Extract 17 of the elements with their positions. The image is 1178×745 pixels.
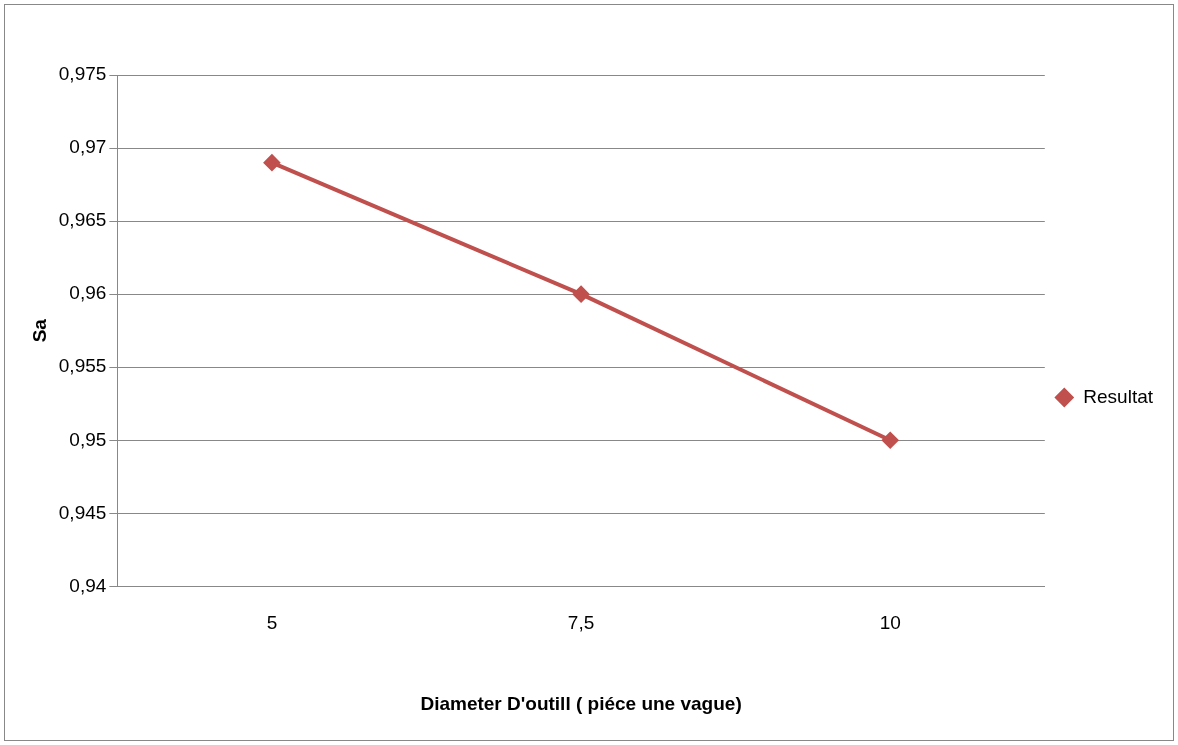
point	[263, 154, 280, 171]
x-tick-label: 5	[266, 612, 278, 634]
y-tick-label: 0,975	[58, 63, 107, 85]
y-tick-label: 0,97	[69, 136, 107, 158]
y-tick-label: 0,96	[69, 282, 107, 304]
x-tick-label: 10	[879, 612, 901, 634]
y-tick-label: 0,945	[58, 501, 107, 523]
y-tick-label: 0,94	[69, 574, 107, 596]
legend-label: Resultat	[1083, 385, 1154, 407]
point	[882, 432, 899, 449]
y-axis-title: Sa	[28, 318, 50, 343]
y-tick-label: 0,955	[58, 355, 107, 377]
x-tick-label: 7,5	[567, 612, 595, 634]
y-tick-label: 0,95	[69, 428, 107, 450]
x-axis-title: Diameter D'outill ( piéce une vague)	[420, 692, 742, 714]
point	[573, 286, 590, 303]
y-tick-label: 0,965	[58, 209, 107, 231]
